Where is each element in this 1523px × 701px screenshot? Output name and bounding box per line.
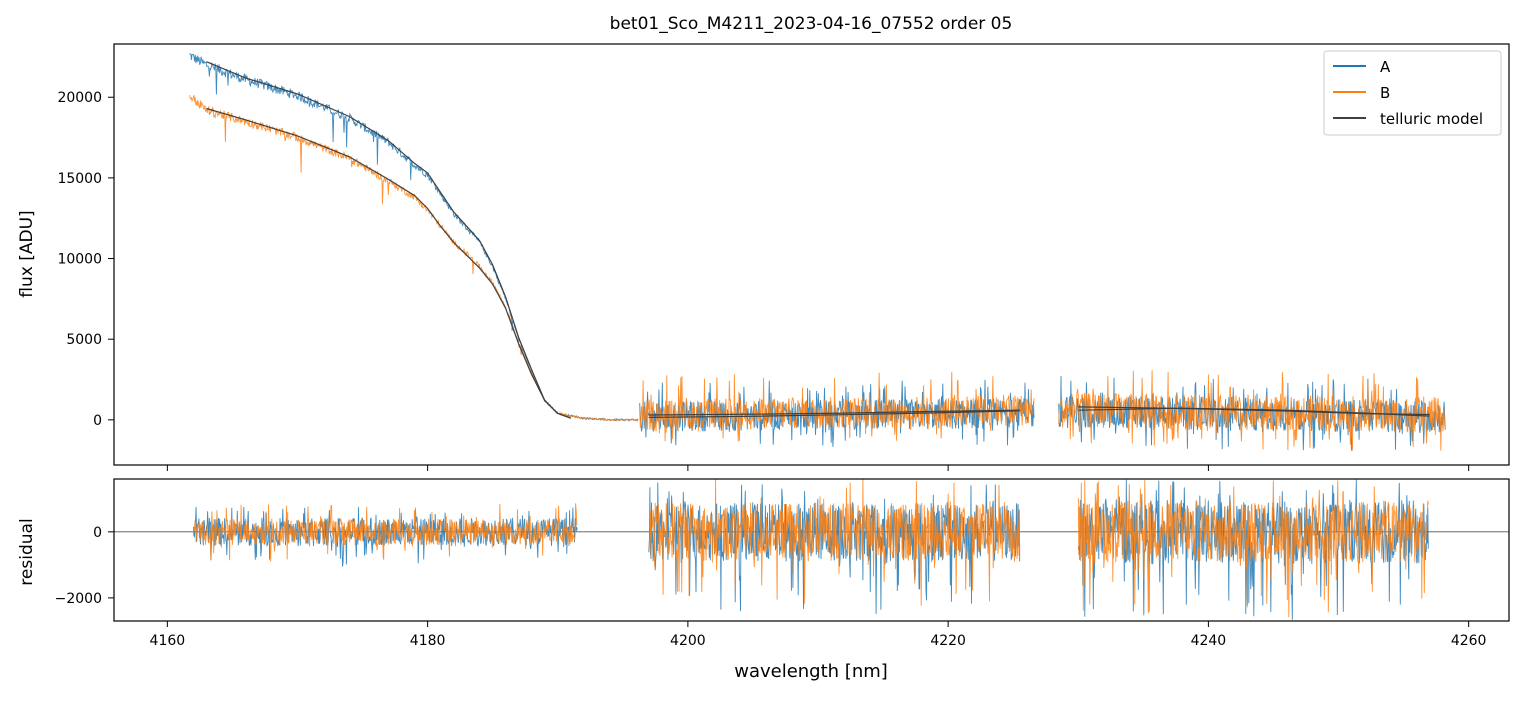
x-tick-label: 4240 xyxy=(1191,633,1227,649)
legend-label-a: A xyxy=(1380,58,1391,76)
bottom-axes: 0 −2000 4160 4180 4200 4220 4240 4260 residual… xyxy=(17,478,1510,682)
top-axes-frame xyxy=(113,43,1510,466)
bottom-plot-area xyxy=(114,479,1509,620)
series-b-segment-0 xyxy=(192,503,578,562)
y-tick-label: 0 xyxy=(93,413,102,429)
x-tick-label: 4160 xyxy=(150,633,186,649)
y-tick-label: −2000 xyxy=(55,591,102,607)
legend-label-telluric: telluric model xyxy=(1380,110,1483,128)
y-tick-label: 0 xyxy=(93,525,102,541)
top-axes: 0 5000 10000 15000 20000 flux [ADU] xyxy=(17,43,1510,471)
series-b-segment-1 xyxy=(648,479,1021,606)
top-x-ticks xyxy=(166,465,1470,471)
x-axis-label: wavelength [nm] xyxy=(734,661,888,682)
x-tick-label: 4220 xyxy=(930,633,966,649)
bottom-y-axis-label: residual xyxy=(17,518,37,585)
chart-title: bet01_Sco_M4211_2023-04-16_07552 order 0… xyxy=(610,14,1013,34)
series-telluric-model-line-2 xyxy=(648,409,1020,416)
top-y-ticks: 0 5000 10000 15000 20000 xyxy=(57,90,114,429)
series-b-segment-2 xyxy=(1077,479,1429,618)
legend-label-b: B xyxy=(1380,84,1390,102)
y-tick-label: 5000 xyxy=(66,332,102,348)
series-b-segment-1 xyxy=(639,371,1035,442)
y-tick-label: 10000 xyxy=(57,252,102,268)
bottom-y-ticks: 0 −2000 xyxy=(55,525,114,607)
bottom-axes-frame xyxy=(113,478,1510,622)
x-tick-label: 4180 xyxy=(410,633,446,649)
bottom-x-ticks: 4160 4180 4200 4220 4240 4260 xyxy=(150,621,1487,649)
series-telluric-model-line-1 xyxy=(206,61,572,419)
y-tick-label: 15000 xyxy=(57,171,102,187)
x-tick-label: 4260 xyxy=(1451,633,1487,649)
series-b-segment-0 xyxy=(189,94,639,422)
y-tick-label: 20000 xyxy=(57,90,102,106)
legend: A B telluric model xyxy=(1323,50,1502,136)
series-telluric-model-line-0 xyxy=(206,107,572,419)
top-y-axis-label: flux [ADU] xyxy=(17,210,37,297)
series-telluric-model-line-5 xyxy=(1078,406,1430,416)
series-a-segment-0 xyxy=(189,53,639,422)
series-telluric-model-line-3 xyxy=(648,410,1020,418)
top-plot-area xyxy=(189,53,1446,451)
legend-box xyxy=(1323,50,1502,136)
x-tick-label: 4200 xyxy=(670,633,706,649)
